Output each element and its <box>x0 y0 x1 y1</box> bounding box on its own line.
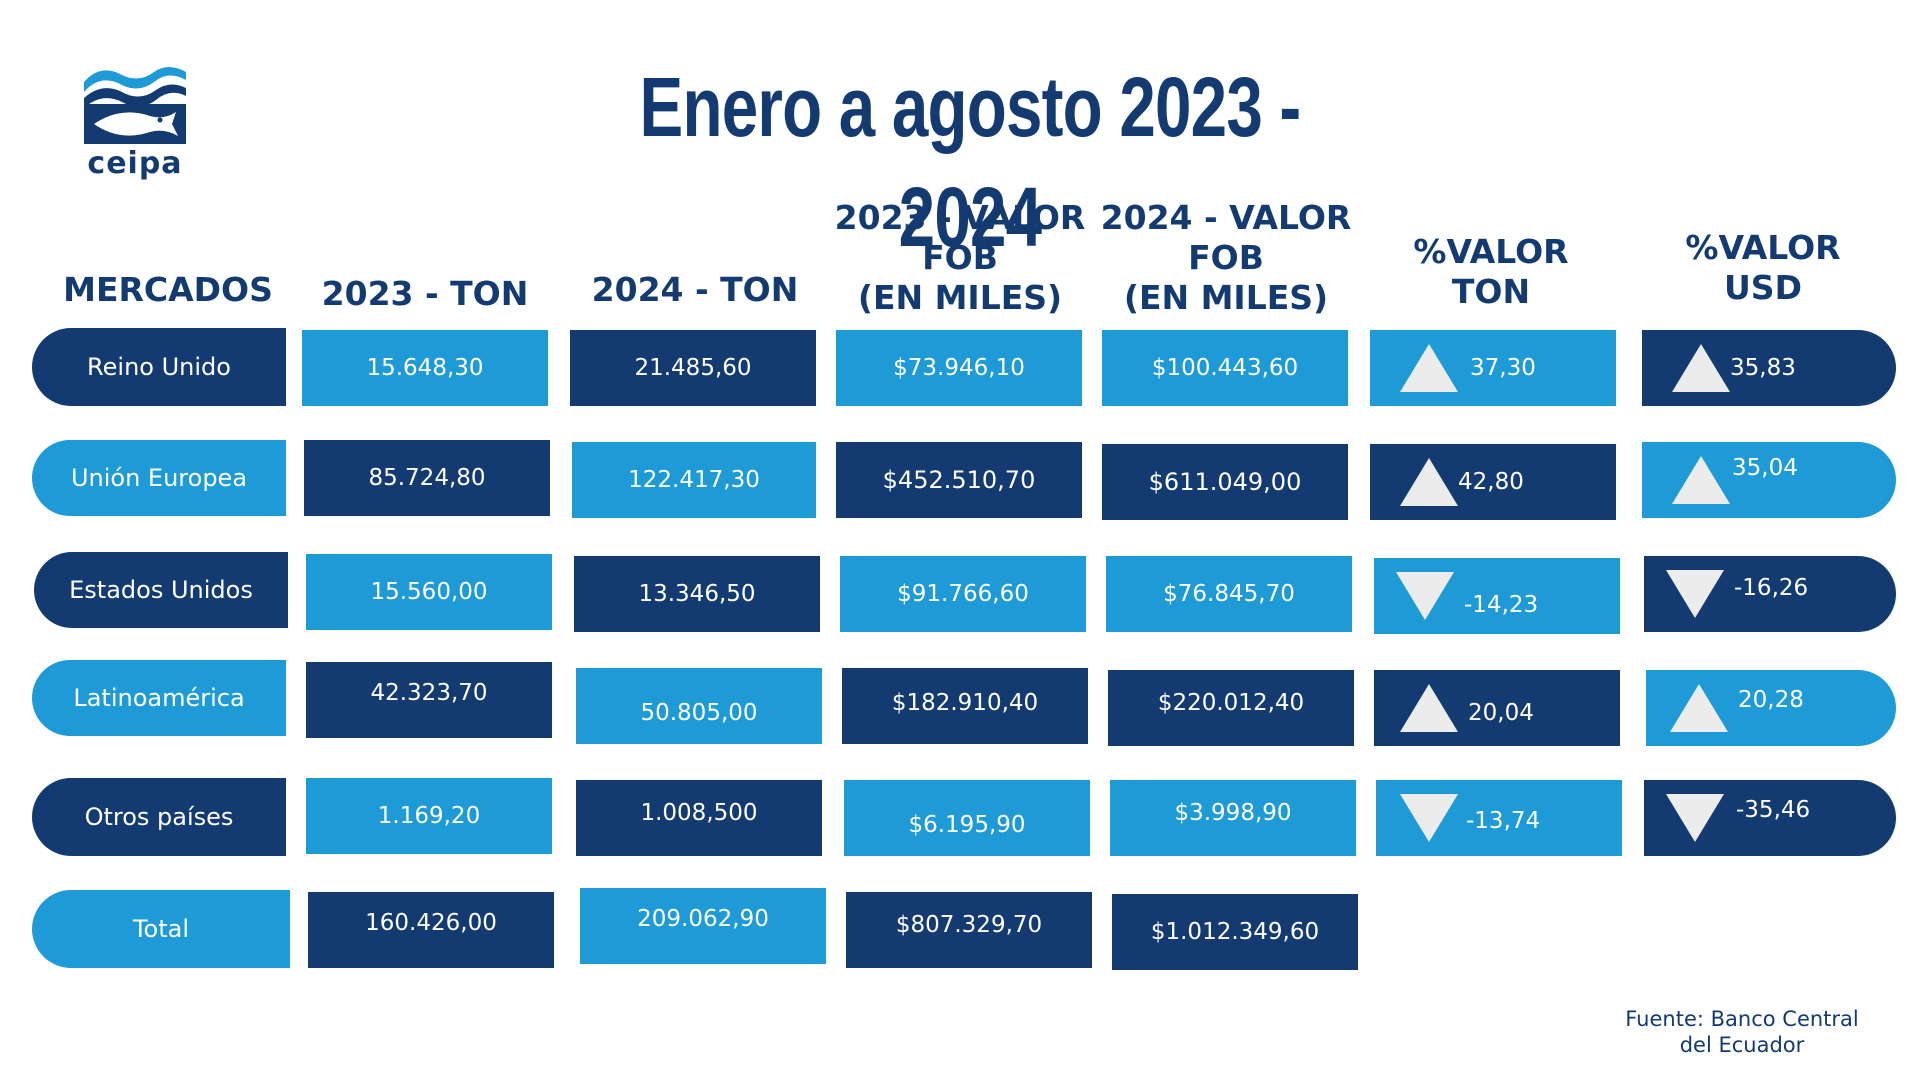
ton-2023-cell: 15.648,30 <box>302 330 548 406</box>
fob-2023-cell: $6.195,90 <box>844 780 1090 856</box>
pct-ton-value: 42,80 <box>1458 469 1524 495</box>
pct-usd-value: -35,46 <box>1736 797 1811 824</box>
pct-usd-value: 35,04 <box>1732 454 1798 481</box>
pct-ton-cell: 42,80 <box>1370 444 1616 520</box>
arrow-up-icon <box>1400 458 1458 506</box>
fob-2024-cell: $220.012,40 <box>1108 670 1354 746</box>
fob-2023-cell: $182.910,40 <box>842 668 1088 744</box>
total-fob-2023-cell: $807.329,70 <box>846 892 1092 968</box>
pct-usd-value: 20,28 <box>1738 687 1804 714</box>
pct-ton-value: 20,04 <box>1468 699 1534 726</box>
pct-ton-value: -14,23 <box>1464 592 1539 619</box>
ton-2024-cell: 13.346,50 <box>574 556 820 632</box>
pct-usd-cell: -35,46 <box>1644 780 1896 856</box>
arrow-up-icon <box>1400 344 1458 392</box>
arrow-up-icon <box>1400 684 1458 732</box>
header-mercados: MERCADOS <box>63 270 273 309</box>
arrow-down-icon <box>1666 570 1724 618</box>
arrow-down-icon <box>1400 794 1458 842</box>
pct-usd-value: -16,26 <box>1734 574 1809 601</box>
arrow-up-icon <box>1672 344 1730 392</box>
pct-ton-cell: 37,30 <box>1370 330 1616 406</box>
arrow-down-icon <box>1396 572 1454 620</box>
header-ton-2024: 2024 - TON <box>591 270 799 309</box>
fob-2024-cell: $3.998,90 <box>1110 780 1356 856</box>
market-cell: Reino Unido <box>32 328 286 406</box>
fob-2024-cell: $611.049,00 <box>1102 444 1348 520</box>
market-cell: Unión Europea <box>32 440 286 516</box>
total-label-cell: Total <box>32 890 290 968</box>
logo-text: ceipa <box>87 146 183 181</box>
pct-ton-value: 37,30 <box>1470 355 1536 381</box>
pct-ton-cell: -13,74 <box>1376 780 1622 856</box>
fob-2023-cell: $73.946,10 <box>836 330 1082 406</box>
ton-2024-cell: 1.008,500 <box>576 780 822 856</box>
ton-2024-cell: 122.417,30 <box>572 442 816 518</box>
total-fob-2024-cell: $1.012.349,60 <box>1112 894 1358 970</box>
ton-2023-cell: 42.323,70 <box>306 662 552 738</box>
ton-2023-cell: 1.169,20 <box>306 778 552 854</box>
header-fob-2024: 2024 - VALOR FOB (EN MILES) <box>1100 198 1352 317</box>
fob-2024-cell: $100.443,60 <box>1102 330 1348 406</box>
pct-ton-cell: -14,23 <box>1374 558 1620 634</box>
fob-2023-cell: $91.766,60 <box>840 556 1086 632</box>
pct-usd-value: 35,83 <box>1730 355 1796 381</box>
arrow-up-icon <box>1670 684 1728 732</box>
market-cell: Latinoamérica <box>32 660 286 736</box>
ton-2024-cell: 50.805,00 <box>576 668 822 744</box>
pct-usd-cell: 35,83 <box>1642 330 1896 406</box>
ton-2023-cell: 85.724,80 <box>304 440 550 516</box>
header-ton-2023: 2023 - TON <box>321 274 529 313</box>
ceipa-logo: ceipa <box>80 62 190 182</box>
pct-usd-cell: 20,28 <box>1646 670 1896 746</box>
ton-2024-cell: 21.485,60 <box>570 330 816 406</box>
market-cell: Otros países <box>32 778 286 856</box>
total-ton-2023-cell: 160.426,00 <box>308 892 554 968</box>
source-note: Fuente: Banco Central del Ecuador <box>1625 1007 1859 1057</box>
page-title: Enero a agosto 2023 - 2024 <box>639 60 1302 264</box>
market-cell: Estados Unidos <box>34 552 288 628</box>
pct-ton-cell: 20,04 <box>1374 670 1620 746</box>
fish-wave-logo-icon <box>84 67 186 144</box>
pct-ton-value: -13,74 <box>1466 808 1541 835</box>
total-ton-2024-cell: 209.062,90 <box>580 888 826 964</box>
pct-usd-cell: -16,26 <box>1644 556 1896 632</box>
ton-2023-cell: 15.560,00 <box>306 554 552 630</box>
header-pct-ton: %VALOR TON <box>1413 232 1569 311</box>
arrow-down-icon <box>1666 794 1724 842</box>
fob-2023-cell: $452.510,70 <box>836 442 1082 518</box>
header-pct-usd: %VALOR USD <box>1685 228 1841 307</box>
arrow-up-icon <box>1672 456 1730 504</box>
fob-2024-cell: $76.845,70 <box>1106 556 1352 632</box>
header-fob-2023: 2023 - VALOR FOB (EN MILES) <box>834 198 1086 317</box>
pct-usd-cell: 35,04 <box>1642 442 1896 518</box>
